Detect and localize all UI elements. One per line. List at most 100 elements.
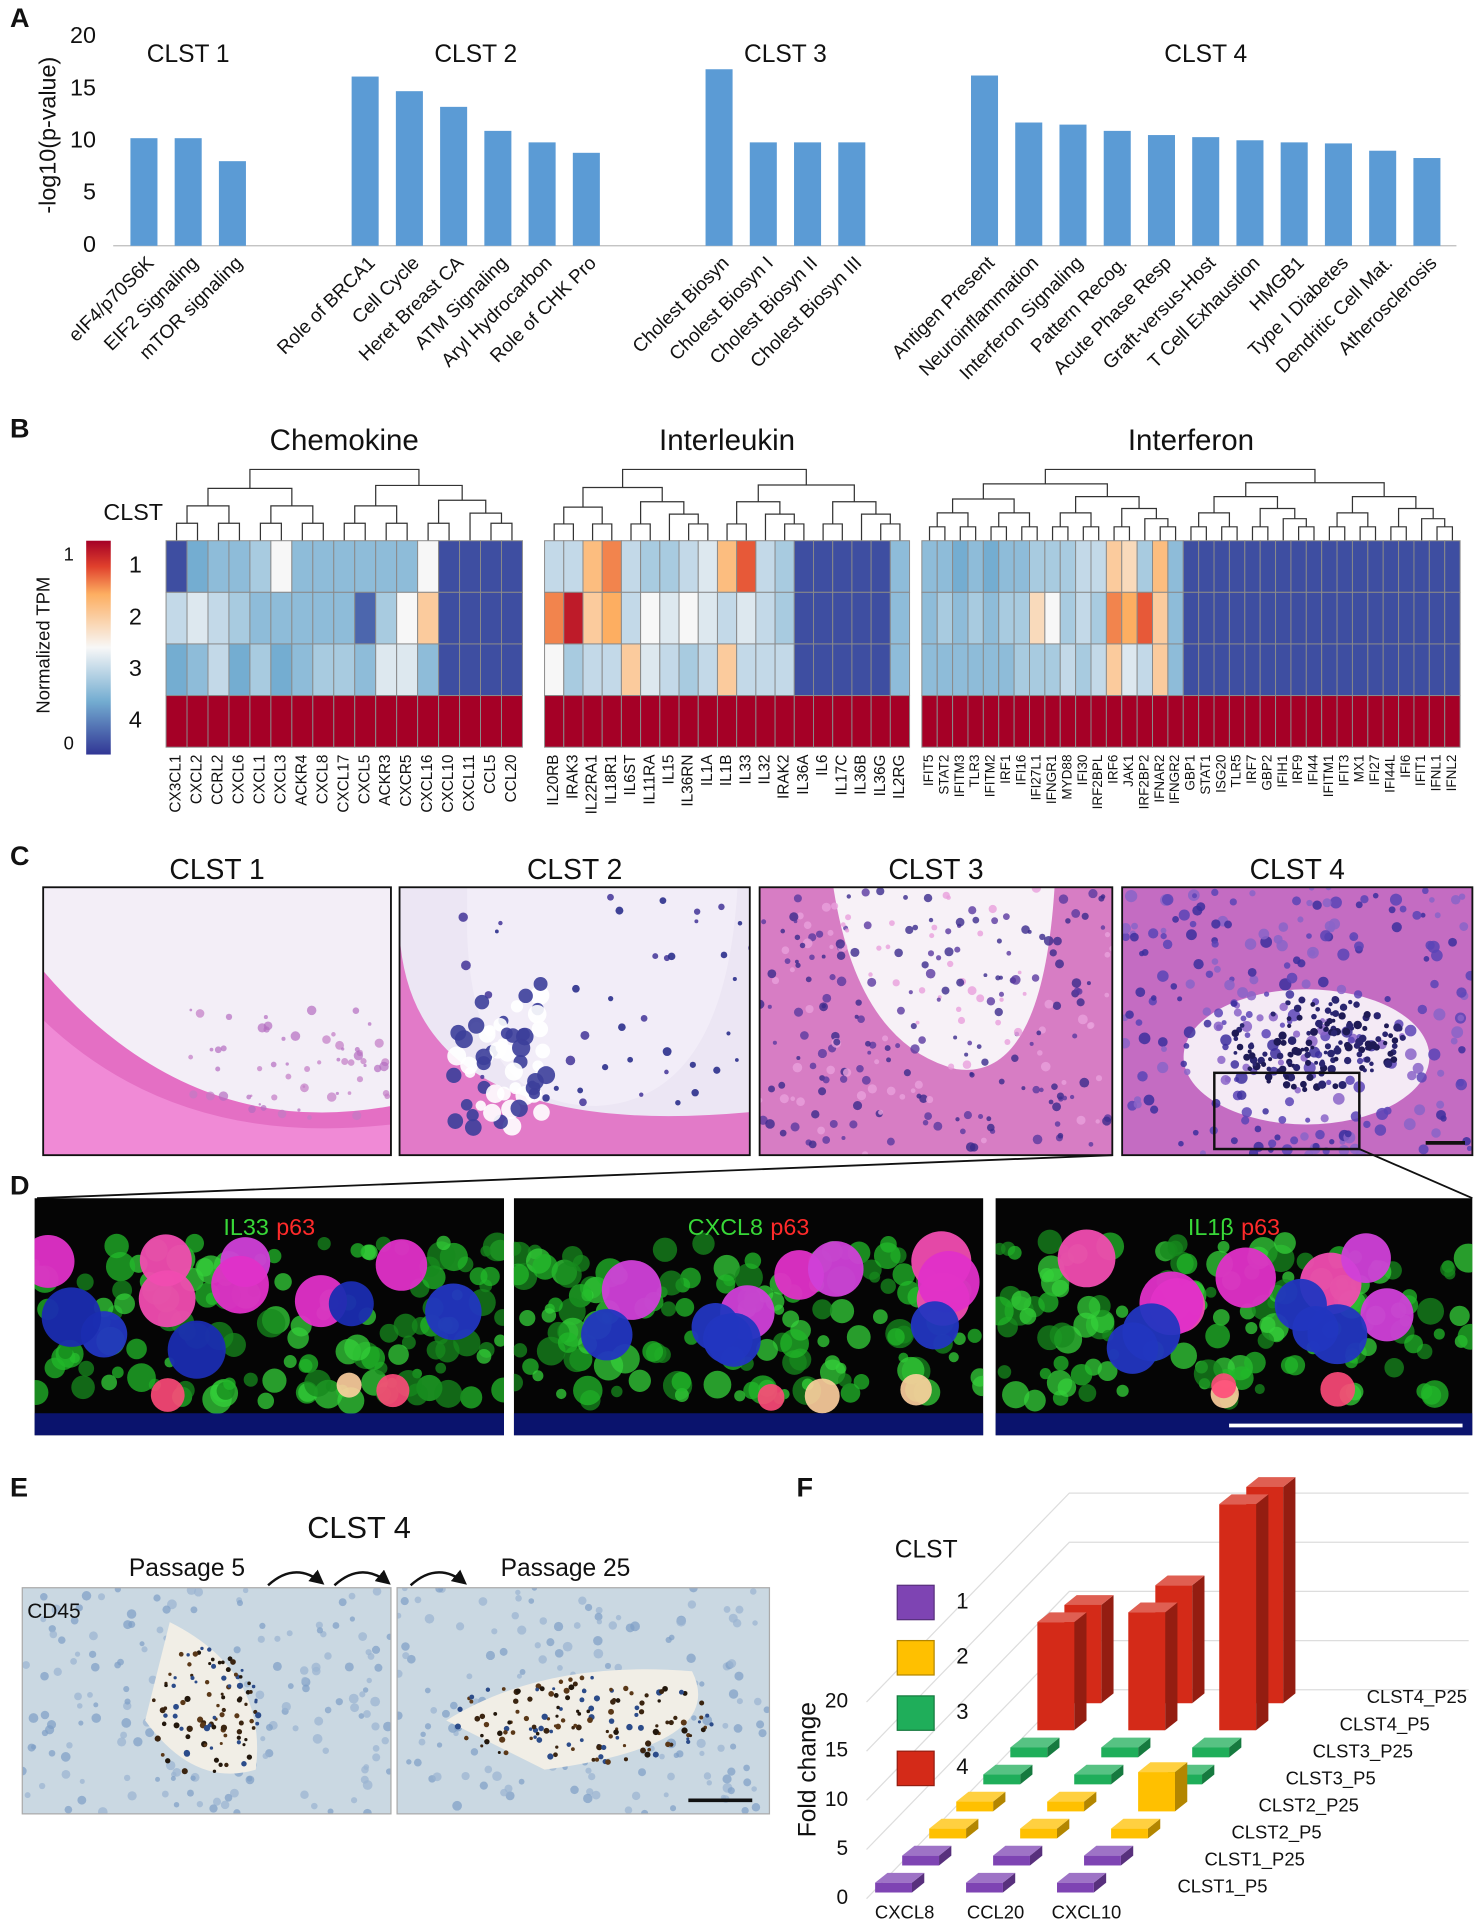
column-label: IFNL1: [1429, 755, 1444, 792]
cell: [515, 1595, 522, 1602]
cell: [1333, 1056, 1339, 1062]
cell: [128, 1620, 136, 1628]
cell: [1372, 892, 1379, 899]
cell: [1076, 998, 1085, 1007]
cell: [1040, 1061, 1051, 1072]
cell: [1305, 1059, 1312, 1066]
heatmap-cell: [582, 695, 603, 748]
cell: [133, 1737, 143, 1747]
group-label: CLST 2: [434, 41, 517, 68]
cell: [1162, 939, 1173, 950]
cell: [221, 1707, 226, 1713]
cell: [141, 1646, 148, 1653]
cell: [593, 1636, 603, 1646]
cell: [347, 1091, 352, 1095]
column-label: TLR5: [1229, 755, 1244, 788]
heatmap-cell: [851, 643, 872, 697]
cell: [1353, 990, 1363, 999]
cell: [886, 1086, 896, 1096]
cell: [1133, 1100, 1142, 1109]
cell: [335, 1040, 344, 1050]
cell: [884, 1045, 891, 1052]
cell: [1102, 1116, 1112, 1126]
bar-front: [1101, 1747, 1139, 1758]
cell: [587, 1717, 593, 1723]
heatmap-cell: [165, 695, 188, 748]
cell: [97, 1593, 106, 1601]
cell: [336, 1057, 341, 1062]
cell: [382, 1090, 390, 1097]
cell: [1384, 1023, 1389, 1029]
cell: [1388, 906, 1396, 914]
cell: [218, 1091, 229, 1101]
bar-side: [1147, 1818, 1161, 1839]
dendrogram-branch: [1436, 526, 1454, 541]
cell: [678, 1689, 684, 1695]
counterstain-name: p63: [276, 1214, 315, 1240]
column-label: IRAK3: [564, 755, 581, 799]
cell: [1095, 1119, 1100, 1124]
cell: [638, 1709, 645, 1715]
cell: [117, 1737, 127, 1747]
column-label: IL33: [737, 755, 754, 785]
cell: [1122, 1303, 1181, 1362]
cell: [1431, 1128, 1441, 1138]
bar-side: [993, 1791, 1006, 1812]
y-tick-label: 5: [83, 179, 96, 205]
bar-front: [902, 1855, 940, 1866]
heatmap-cell: [354, 695, 377, 748]
heatmap-cell: [1013, 695, 1030, 748]
cell: [1261, 1061, 1267, 1067]
cell: [1104, 932, 1111, 938]
cell: [889, 920, 895, 926]
cell: [1420, 912, 1426, 918]
cell: [921, 961, 929, 969]
cell: [713, 1254, 740, 1282]
bar-front: [983, 1774, 1021, 1785]
cell: [1354, 941, 1364, 952]
heatmap-cell: [270, 643, 293, 697]
cell: [1285, 1000, 1290, 1005]
heatmap-cell: [228, 591, 251, 645]
cell: [549, 1729, 554, 1734]
cell: [436, 1235, 451, 1251]
cell: [1055, 959, 1065, 969]
dendrogram-branch: [207, 487, 293, 506]
heatmap-cell: [774, 540, 795, 593]
dendrogram-branch: [1351, 496, 1417, 513]
heatmap-cell: [870, 540, 891, 593]
cell: [1285, 990, 1295, 999]
cell: [494, 1334, 505, 1347]
cell: [123, 1774, 131, 1782]
cell: [513, 1241, 522, 1256]
cell: [139, 1641, 145, 1647]
y-tick-label: 5: [836, 1837, 848, 1860]
column-label: IFNAR2: [1152, 755, 1167, 803]
y-axis-label: -log10(p-value): [34, 57, 60, 214]
image-border: [396, 1587, 771, 1815]
bar-3d: [1219, 1494, 1269, 1731]
dendrogram-branch: [1021, 526, 1038, 541]
cell: [464, 1119, 482, 1136]
cell: [793, 919, 798, 924]
cell: [260, 1104, 267, 1111]
bar-3d: [1101, 1737, 1151, 1758]
dendrogram-branch: [1113, 526, 1131, 541]
cell: [702, 1715, 713, 1726]
cell: [960, 1128, 966, 1135]
heatmap-cell: [697, 591, 718, 645]
column-label: CXCL10: [440, 755, 457, 813]
cell: [570, 1785, 579, 1795]
bar-top: [956, 1791, 1006, 1802]
heatmap-cell: [438, 540, 461, 593]
cell: [1211, 958, 1219, 965]
dendrogram-branch: [928, 526, 946, 541]
cell: [469, 1694, 475, 1700]
dendrogram-branch: [639, 501, 685, 524]
heatmap-cell: [736, 643, 757, 697]
cell: [475, 1100, 486, 1111]
heatmap-cell: [716, 695, 738, 748]
cell: [1332, 1010, 1340, 1018]
heatmap-cell: [1044, 540, 1061, 593]
bar-3d: [1047, 1791, 1097, 1812]
